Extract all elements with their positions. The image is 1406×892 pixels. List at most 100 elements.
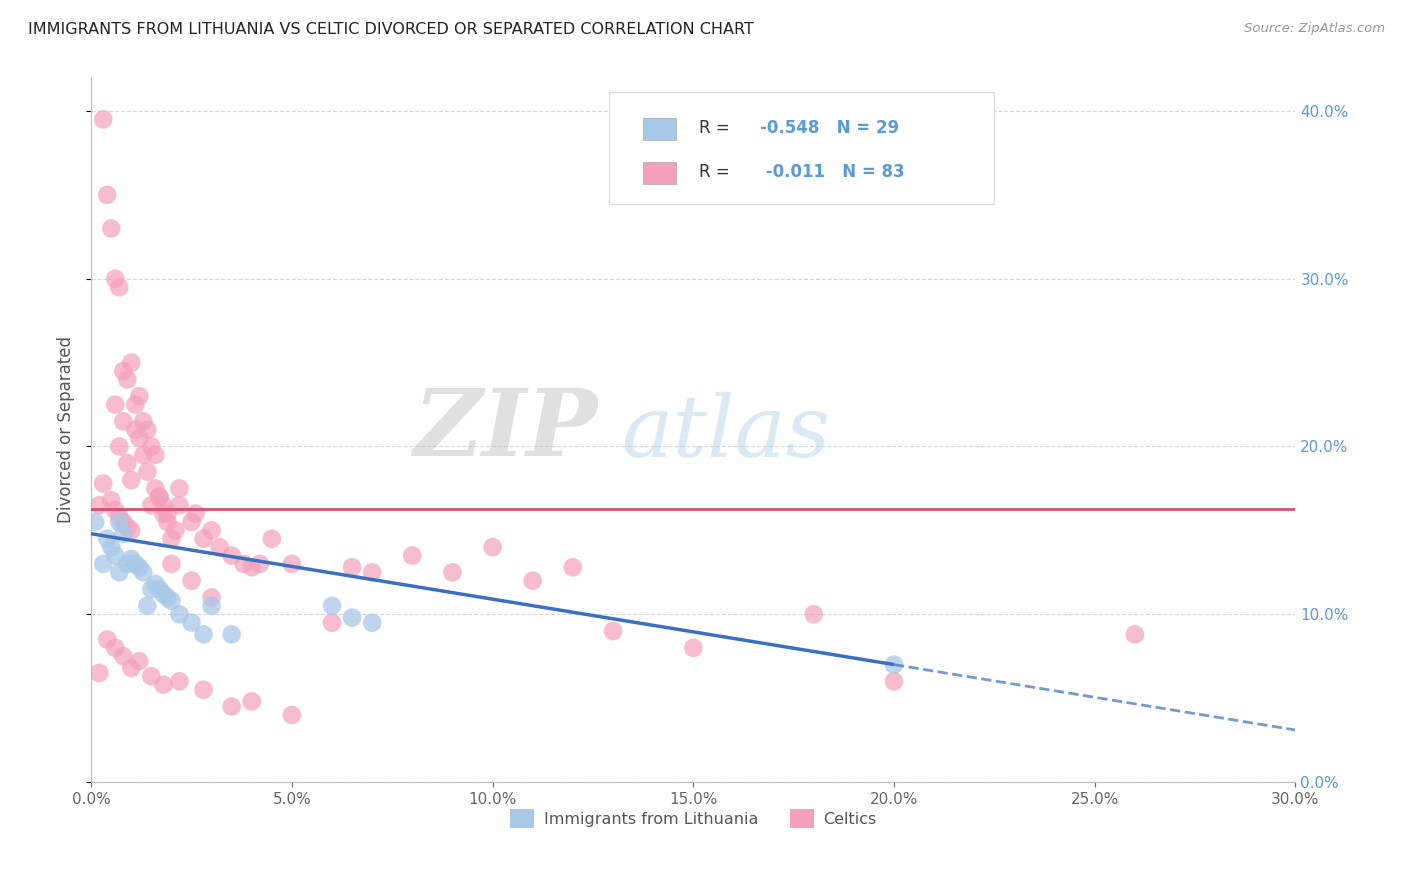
Point: [136, 423, 159, 437]
Point: [117, 520, 139, 534]
Point: [108, 510, 131, 524]
Point: [321, 615, 343, 630]
Y-axis label: Divorced or Separated: Divorced or Separated: [58, 336, 75, 524]
Point: [156, 591, 179, 605]
Point: [128, 654, 150, 668]
Point: [136, 465, 159, 479]
Point: [89, 665, 111, 680]
Point: [361, 566, 384, 580]
Point: [169, 498, 191, 512]
Point: [152, 498, 174, 512]
Text: -0.011   N = 83: -0.011 N = 83: [759, 163, 904, 181]
Point: [160, 532, 183, 546]
Point: [184, 507, 207, 521]
Point: [117, 557, 139, 571]
Point: [522, 574, 544, 588]
Point: [281, 557, 304, 571]
Point: [232, 557, 254, 571]
Point: [117, 372, 139, 386]
Point: [200, 591, 222, 605]
Point: [104, 271, 127, 285]
Point: [561, 560, 583, 574]
FancyBboxPatch shape: [643, 118, 676, 139]
Point: [169, 607, 191, 622]
Point: [152, 587, 174, 601]
Point: [96, 632, 118, 647]
Point: [141, 669, 163, 683]
Point: [682, 640, 704, 655]
Point: [112, 526, 135, 541]
Point: [120, 356, 142, 370]
Point: [193, 682, 215, 697]
Point: [156, 515, 179, 529]
Point: [602, 624, 624, 638]
Point: [124, 398, 146, 412]
Point: [100, 540, 122, 554]
Point: [112, 649, 135, 664]
Point: [883, 674, 905, 689]
Point: [100, 221, 122, 235]
Point: [208, 540, 231, 554]
Point: [112, 364, 135, 378]
Point: [165, 524, 187, 538]
Point: [160, 557, 183, 571]
Point: [91, 112, 114, 127]
Point: [340, 560, 363, 574]
Point: [169, 674, 191, 689]
Point: [441, 566, 464, 580]
Point: [120, 473, 142, 487]
Point: [148, 582, 170, 596]
Point: [132, 414, 155, 428]
Point: [124, 557, 146, 571]
Point: [120, 524, 142, 538]
Point: [104, 640, 127, 655]
Point: [221, 699, 243, 714]
Point: [361, 615, 384, 630]
Point: [249, 557, 271, 571]
Point: [221, 627, 243, 641]
Point: [321, 599, 343, 613]
Point: [240, 694, 263, 708]
Point: [112, 414, 135, 428]
Point: [89, 498, 111, 512]
Point: [128, 431, 150, 445]
Point: [104, 398, 127, 412]
Point: [104, 503, 127, 517]
Point: [100, 493, 122, 508]
Point: [117, 456, 139, 470]
Point: [803, 607, 825, 622]
Point: [84, 515, 107, 529]
Point: [132, 448, 155, 462]
Point: [141, 440, 163, 454]
Point: [180, 515, 202, 529]
Text: IMMIGRANTS FROM LITHUANIA VS CELTIC DIVORCED OR SEPARATED CORRELATION CHART: IMMIGRANTS FROM LITHUANIA VS CELTIC DIVO…: [28, 22, 754, 37]
Point: [169, 482, 191, 496]
Point: [240, 560, 263, 574]
Point: [160, 594, 183, 608]
Point: [180, 615, 202, 630]
FancyBboxPatch shape: [643, 162, 676, 184]
Point: [120, 552, 142, 566]
Point: [91, 557, 114, 571]
Point: [481, 540, 503, 554]
Point: [128, 560, 150, 574]
Point: [96, 187, 118, 202]
Point: [148, 490, 170, 504]
Point: [128, 389, 150, 403]
Point: [132, 566, 155, 580]
Point: [120, 661, 142, 675]
Point: [1123, 627, 1146, 641]
Point: [96, 532, 118, 546]
Text: R =: R =: [699, 119, 735, 136]
Legend: Immigrants from Lithuania, Celtics: Immigrants from Lithuania, Celtics: [503, 803, 883, 834]
Point: [112, 515, 135, 529]
Point: [883, 657, 905, 672]
Point: [108, 280, 131, 294]
Point: [124, 423, 146, 437]
Point: [136, 599, 159, 613]
Point: [108, 515, 131, 529]
Point: [108, 566, 131, 580]
Point: [401, 549, 423, 563]
Point: [145, 482, 167, 496]
Point: [200, 524, 222, 538]
